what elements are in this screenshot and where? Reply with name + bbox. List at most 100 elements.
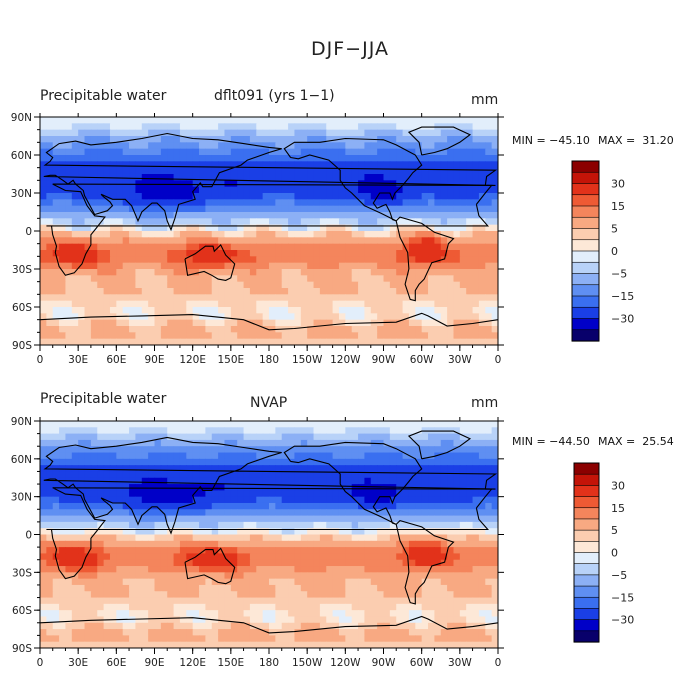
panel1-field-cell [186, 281, 194, 289]
panel1-field-cell [173, 269, 181, 276]
panel1-field-cell [364, 174, 372, 181]
panel2-field-cell [90, 591, 98, 599]
panel1-field-cell [218, 338, 226, 345]
panel1-field-cell [84, 275, 92, 283]
panel2-field-cell [338, 490, 346, 498]
panel1-field-cell [370, 237, 378, 245]
panel1-field-cell [358, 180, 366, 188]
panel1-field-cell [281, 262, 289, 270]
panel2-field-cell [192, 477, 200, 485]
panel1-field-cell [109, 294, 117, 302]
panel2-field-cell [319, 591, 327, 599]
panel2-field-cell [472, 515, 480, 523]
panel1-field-cell [122, 262, 130, 270]
panel1-field-cell [281, 294, 289, 302]
panel1-field-cell [243, 161, 251, 169]
panel2-field-cell [288, 521, 296, 529]
panel1-field-cell [434, 117, 442, 124]
panel2-field-cell [167, 490, 175, 498]
panel2-field-cell [364, 484, 372, 491]
panel2-field-cell [211, 566, 219, 573]
panel2-field-cell [237, 553, 245, 561]
panel2-field-cell [319, 439, 327, 447]
panel1-field-cell [364, 250, 372, 257]
panel2-field-cell [377, 502, 385, 510]
panel1-field-cell [358, 262, 366, 270]
panel1-field-cell [160, 186, 168, 194]
panel2-field-cell [192, 572, 200, 580]
panel2-field-cell [116, 559, 124, 567]
panel1-field-cell [294, 142, 302, 150]
panel1-field-cell [269, 136, 276, 143]
panel1-field-cell [90, 224, 98, 232]
panel1-field-cell [256, 300, 264, 308]
panel2-field-cell [345, 578, 353, 586]
panel1-field-cell [440, 218, 448, 226]
panel2-field-cell [319, 465, 327, 473]
panel2-field-cell [167, 496, 175, 504]
panel2-field-cell [262, 540, 270, 548]
panel1-field-cell [199, 262, 206, 270]
panel1-lon-tick-label: 90W [372, 354, 396, 366]
panel2-field-cell [211, 471, 219, 479]
panel1-field-cell [109, 300, 117, 308]
panel1-field-cell [243, 155, 251, 162]
panel1-field-cell [447, 269, 455, 276]
panel1-field-cell [192, 129, 200, 137]
panel2-field-cell [307, 559, 315, 567]
panel2-field-cell [135, 421, 143, 428]
panel2-field-cell [211, 528, 219, 536]
panel2-field-cell [243, 540, 251, 548]
panel2-field-cell [46, 572, 54, 580]
panel2-field-cell [275, 578, 283, 586]
panel2-field-cell [269, 477, 276, 485]
panel2-field-cell [97, 540, 105, 548]
panel1-field-cell [199, 250, 206, 257]
panel2-field-cell [447, 452, 455, 460]
panel2-field-cell [160, 439, 168, 447]
panel2-field-cell [269, 484, 276, 491]
panel1-field-cell [345, 269, 353, 276]
panel2-field-cell [256, 509, 264, 517]
panel1-field-cell [205, 281, 213, 289]
panel2-field-cell [275, 553, 283, 561]
panel2-field-cell [307, 566, 315, 573]
panel1-field-cell [281, 250, 289, 257]
panel1-field-cell [275, 167, 283, 175]
panel2-field-cell [288, 603, 296, 611]
panel1-field-cell [434, 186, 442, 194]
panel1-field-cell [459, 123, 467, 131]
panel2-field-cell [421, 528, 429, 536]
panel2-field-cell [478, 509, 486, 517]
panel1-field-cell [275, 212, 283, 219]
panel2-field-cell [90, 534, 98, 542]
panel2-field-cell [199, 465, 206, 473]
panel1-field-cell [288, 326, 296, 333]
panel1-field-cell [402, 262, 410, 270]
panel1-field-cell [307, 300, 315, 308]
panel1-field-cell [358, 193, 366, 200]
panel1-field-cell [408, 174, 416, 181]
panel1-field-cell [116, 212, 124, 219]
panel1-field-cell [402, 237, 410, 245]
panel2-field-cell [415, 534, 423, 542]
panel2-field-cell [256, 433, 264, 441]
panel1-field-cell [173, 142, 181, 150]
panel2-field-cell [173, 572, 181, 580]
panel1-field-cell [249, 288, 257, 295]
panel1-field-cell [97, 281, 105, 289]
panel1-field-cell [370, 174, 378, 181]
panel1-field-cell [300, 161, 308, 169]
panel2-field-cell [466, 597, 474, 605]
panel2-field-cell [472, 521, 480, 529]
panel1-field-cell [300, 218, 308, 226]
panel1-field-cell [224, 319, 232, 327]
panel1-field-cell [478, 136, 486, 143]
panel2-field-cell [65, 547, 73, 555]
panel2-field-cell [459, 471, 467, 479]
panel1-field-cell [103, 269, 111, 276]
panel1-field-cell [269, 180, 276, 188]
panel1-field-cell [186, 243, 194, 251]
panel2-field-cell [307, 484, 315, 491]
panel2-field-cell [243, 477, 251, 485]
